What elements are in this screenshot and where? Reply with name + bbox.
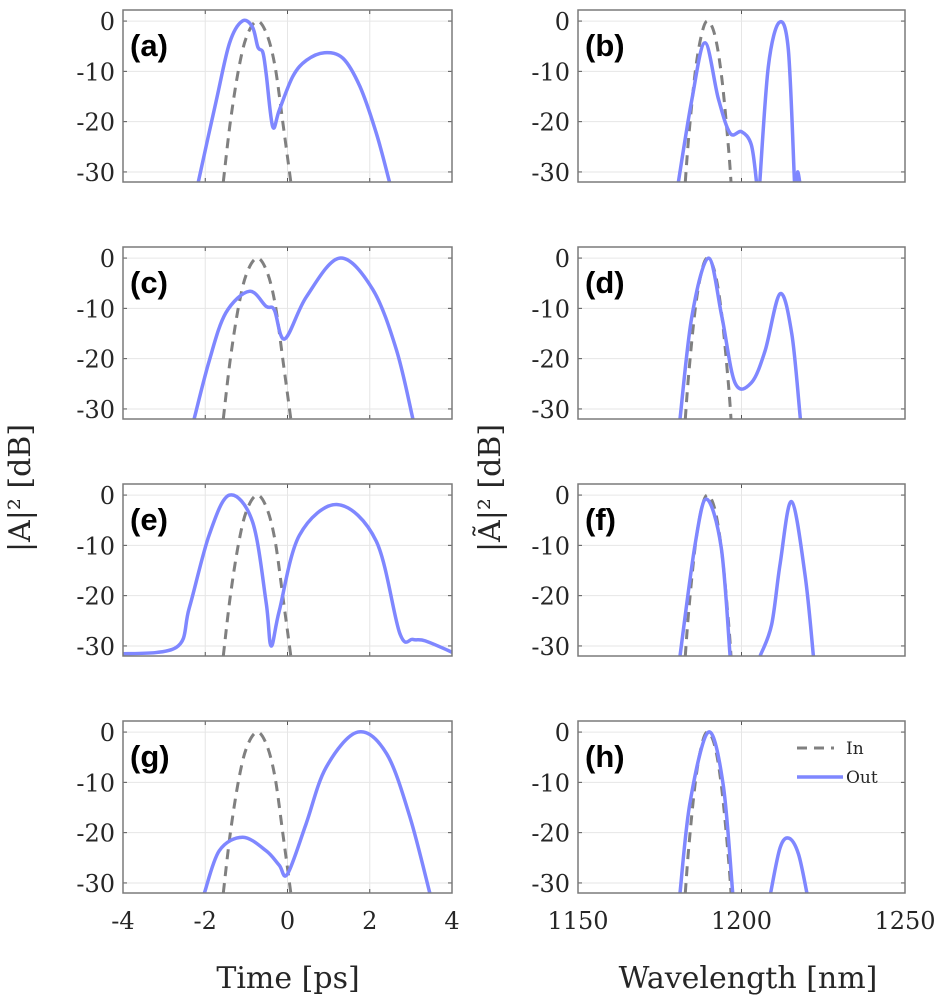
y-tick-label: -10	[531, 295, 570, 323]
output-series-line	[768, 836, 809, 893]
y-tick-label: -10	[531, 532, 570, 560]
panel-label: (d)	[585, 265, 625, 300]
y-tick-label: -30	[531, 396, 570, 424]
output-series-line	[758, 20, 797, 182]
y-tick-label: 0	[555, 482, 570, 510]
output-series-line	[202, 730, 432, 893]
axes-box	[122, 720, 453, 894]
legend-in-label: In	[846, 739, 864, 759]
panel-d: (d) 0 -10 -20 -30	[531, 245, 906, 424]
curves	[123, 493, 452, 656]
output-series-line	[678, 497, 732, 656]
y-tick-label: -20	[76, 109, 115, 137]
axes-box	[577, 9, 906, 183]
y-tick-label: 0	[555, 245, 570, 273]
panel-label: (b)	[585, 28, 625, 63]
curves	[202, 730, 432, 893]
x-tick-label: -4	[111, 907, 134, 935]
y-tick-label: -30	[531, 159, 570, 187]
output-series-line	[676, 40, 759, 182]
y-tick-label: -30	[76, 870, 115, 898]
input-series-line	[221, 256, 293, 419]
axes-box	[122, 9, 453, 183]
input-series-line	[683, 730, 733, 893]
y-tick-label: 0	[555, 719, 570, 747]
x-tick-label: 0	[280, 907, 295, 935]
axes-box	[122, 246, 453, 420]
curves	[192, 256, 415, 419]
output-series-line	[678, 730, 735, 893]
y-tick-label: -30	[76, 159, 115, 187]
panel-label: (e)	[130, 502, 168, 537]
axes-box	[577, 246, 906, 420]
y-tick-label: -20	[531, 820, 570, 848]
axes-box	[577, 720, 906, 894]
panel-label: (h)	[585, 739, 625, 774]
x-axis-label-wavelength: Wavelength [nm]	[619, 961, 878, 996]
axes-box	[577, 483, 906, 657]
y-tick-label: -30	[76, 633, 115, 661]
output-series-line	[794, 170, 802, 182]
y-tick-label: -20	[76, 820, 115, 848]
y-tick-label: -30	[76, 396, 115, 424]
x-tick-label: -2	[194, 907, 217, 935]
y-axis-label-time: |A|² [dB]	[3, 424, 38, 552]
input-series-line	[683, 256, 733, 419]
panel-h: (h) 0 -10 -20 -30 1150 1200 1250 In Out	[531, 719, 935, 935]
y-tick-label: 0	[100, 245, 115, 273]
y-tick-label: 0	[100, 8, 115, 36]
y-tick-label: -10	[76, 295, 115, 323]
panel-f: (f) 0 -10 -20 -30	[531, 482, 906, 661]
curves	[678, 730, 809, 893]
panel-label: (a)	[130, 28, 168, 63]
y-tick-label: -30	[531, 633, 570, 661]
output-series-line	[758, 499, 816, 656]
panel-b: (b) 0 -10 -20 -30	[531, 8, 906, 187]
legend-out-label: Out	[846, 768, 878, 788]
y-tick-label: 0	[100, 719, 115, 747]
output-series-line	[123, 493, 452, 656]
panel-label: (c)	[130, 265, 168, 300]
curves	[678, 256, 803, 419]
curves	[678, 493, 816, 656]
curves	[676, 19, 802, 182]
output-series-line	[678, 256, 803, 419]
x-tick-label: 1150	[547, 907, 608, 935]
y-tick-label: -20	[531, 109, 570, 137]
panel-label: (g)	[130, 739, 170, 774]
y-tick-label: -10	[76, 58, 115, 86]
x-tick-label: 1250	[874, 907, 935, 935]
curves	[196, 18, 392, 182]
x-axis-label-time: Time [ps]	[216, 961, 359, 996]
panel-g: (g)0-10-20-30-4 -2 0 2 4	[76, 719, 459, 935]
y-tick-label: -20	[76, 346, 115, 374]
y-tick-label: -10	[76, 532, 115, 560]
y-tick-label: 0	[555, 8, 570, 36]
y-tick-label: 0	[100, 482, 115, 510]
y-tick-label: -10	[531, 58, 570, 86]
input-series-line	[221, 730, 293, 893]
y-axis-label-wavelength: |Ã|² [dB]	[472, 424, 508, 552]
axes-box	[122, 483, 453, 657]
x-tick-label: 4	[444, 907, 459, 935]
output-series-line	[192, 256, 415, 419]
y-tick-label: -20	[76, 583, 115, 611]
panel-a: (a) 0 -10 -20 -30	[76, 8, 453, 187]
panel-label: (f)	[585, 502, 616, 537]
y-tick-label: -10	[76, 769, 115, 797]
y-tick-label: -10	[531, 769, 570, 797]
panel-c: (c) 0 -10 -20 -30	[76, 245, 453, 424]
x-tick-label: 2	[362, 907, 377, 935]
panel-e: (e) 0 -10 -20 -30	[76, 482, 453, 661]
y-tick-label: -20	[531, 583, 570, 611]
y-tick-label: -20	[531, 346, 570, 374]
y-tick-label: -30	[531, 870, 570, 898]
legend: In Out	[797, 739, 878, 788]
input-series-line	[221, 493, 293, 656]
output-series-line	[196, 18, 392, 182]
x-tick-label: 1200	[711, 907, 772, 935]
